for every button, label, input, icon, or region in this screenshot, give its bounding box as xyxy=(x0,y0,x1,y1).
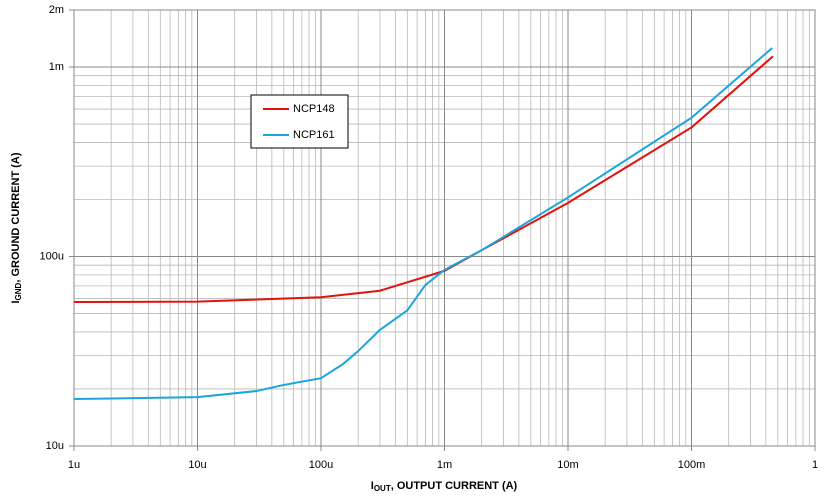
y-axis-title: IGND, GROUND CURRENT (A) xyxy=(10,152,23,303)
legend-label: NCP161 xyxy=(293,129,335,141)
legend-label: NCP148 xyxy=(293,103,335,115)
x-tick-label: 100u xyxy=(309,459,333,471)
lines xyxy=(73,47,774,401)
y-title-sub: GND xyxy=(14,282,23,300)
x-tick-label: 1u xyxy=(68,459,80,471)
x-axis-title: IOUT, OUTPUT CURRENT (A) xyxy=(371,480,518,493)
x-tick-label: 1 xyxy=(812,459,818,471)
y-title-rest: , GROUND CURRENT (A) xyxy=(10,152,22,282)
series-line xyxy=(73,47,773,401)
y-tick-label: 10u xyxy=(46,440,64,452)
grid xyxy=(69,9,816,451)
y-tick-label: 100u xyxy=(40,250,64,262)
y-tick-label: 2m xyxy=(49,4,64,16)
plot-border xyxy=(73,9,816,447)
labels: 1u 10u 100u 1m 10m 100m 1 10u 100u 1m 2m xyxy=(40,4,819,471)
y-tick-label: 1m xyxy=(49,61,64,73)
x-title-rest: , OUTPUT CURRENT (A) xyxy=(391,480,518,492)
legend: NCP148 NCP161 xyxy=(250,94,349,149)
x-tick-label: 10u xyxy=(188,459,206,471)
legend-box xyxy=(250,94,349,149)
x-tick-label: 100m xyxy=(678,459,706,471)
x-tick-label: 1m xyxy=(437,459,452,471)
x-title-sub: OUT xyxy=(374,484,391,493)
y-title-main: I xyxy=(10,300,22,303)
x-title-main: I xyxy=(371,480,374,492)
x-tick-label: 10m xyxy=(557,459,578,471)
